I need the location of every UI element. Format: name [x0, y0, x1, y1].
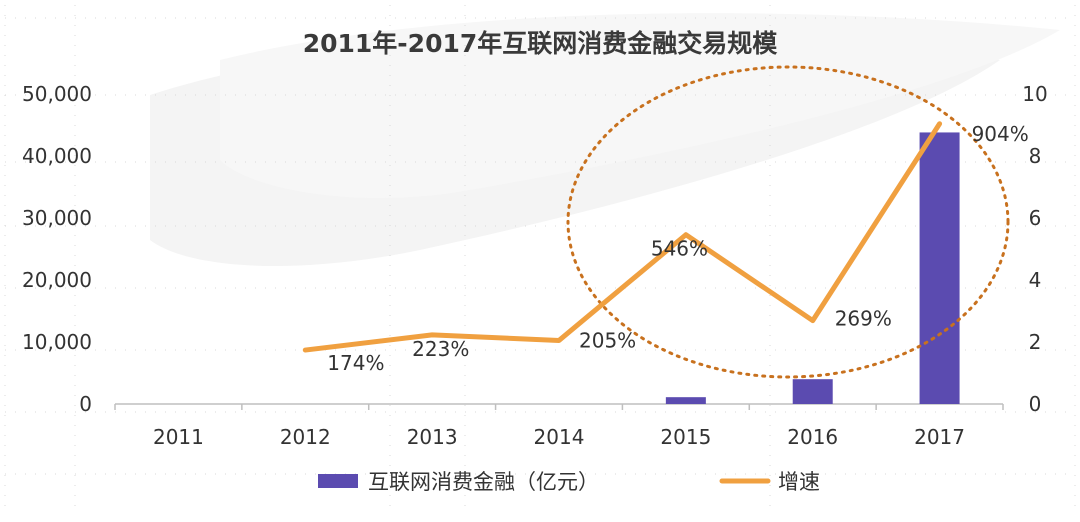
data-label-2013: 223% — [412, 337, 469, 361]
x-tick-label: 2014 — [534, 425, 585, 449]
data-label-2014: 205% — [579, 328, 636, 352]
bar-2015 — [665, 397, 706, 404]
right-tick-label: 8 — [1029, 144, 1042, 168]
highlight-ellipse — [566, 65, 1010, 379]
left-tick-label: 10,000 — [22, 330, 92, 354]
legend-swatch-bar — [318, 474, 358, 488]
right-tick-label: 10 — [1022, 82, 1047, 106]
legend-label-line: 增速 — [778, 470, 820, 494]
x-tick-label: 2012 — [280, 425, 331, 449]
right-tick-label: 4 — [1029, 268, 1042, 292]
x-axis-ticks: 2011 2012 2013 2014 2015 2016 2017 — [114, 404, 1004, 449]
left-tick-label: 0 — [79, 392, 92, 416]
x-tick-label: 2011 — [153, 425, 204, 449]
bar-2016 — [792, 379, 833, 404]
data-label-2016: 269% — [835, 307, 892, 331]
x-tick-label: 2013 — [407, 425, 458, 449]
data-label-2012: 174% — [327, 351, 384, 375]
growth-rate-line — [302, 121, 943, 353]
left-tick-label: 20,000 — [22, 268, 92, 292]
right-axis-ticks: 0 2 4 6 8 10 — [1022, 82, 1047, 416]
legend: 互联网消费金融（亿元） 增速 — [318, 470, 820, 494]
background-decoration — [150, 13, 1060, 267]
x-tick-label: 2016 — [787, 425, 838, 449]
chart-title: 2011年-2017年互联网消费金融交易规模 — [303, 29, 779, 58]
left-tick-label: 40,000 — [22, 144, 92, 168]
left-tick-label: 30,000 — [22, 206, 92, 230]
bar-2017 — [919, 132, 960, 404]
data-label-2015: 546% — [651, 237, 708, 261]
left-tick-label: 50,000 — [22, 82, 92, 106]
x-tick-label: 2015 — [660, 425, 711, 449]
right-tick-label: 2 — [1029, 330, 1042, 354]
data-label-2017: 904% — [972, 122, 1029, 146]
legend-label-bar: 互联网消费金融（亿元） — [368, 470, 599, 494]
x-tick-label: 2017 — [914, 425, 965, 449]
bar-series — [665, 132, 960, 404]
right-tick-label: 6 — [1029, 206, 1042, 230]
left-axis-ticks: 0 10,000 20,000 30,000 40,000 50,000 — [22, 82, 92, 416]
right-tick-label: 0 — [1029, 392, 1042, 416]
growth-rate-labels: 174% 223% 205% 546% 269% 904% — [327, 122, 1028, 375]
